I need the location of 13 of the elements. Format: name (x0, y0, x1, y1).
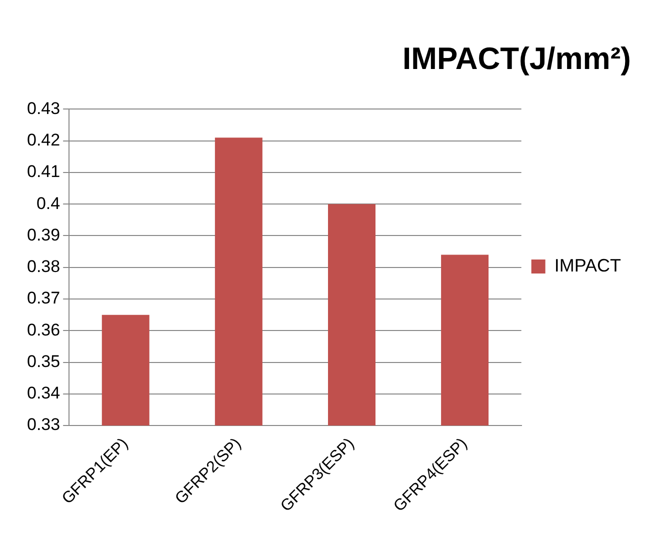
y-tick-label: 0.36 (26, 320, 60, 340)
y-tick-label: 0.39 (26, 225, 60, 244)
y-tick-label: 0.34 (26, 384, 60, 403)
y-tick-label: 0.41 (26, 162, 60, 182)
y-tick-label: 0.37 (26, 288, 60, 308)
y-tick-label: 0.43 (26, 98, 60, 118)
y-tick-label: 0.33 (26, 415, 60, 434)
y-tick-label: 0.38 (26, 257, 60, 276)
y-tick-label: 0.42 (26, 130, 60, 150)
y-tick-label: 0.4 (36, 194, 60, 213)
chart-title: IMPACT(J/mm²) (402, 41, 631, 76)
legend-label: IMPACT (554, 255, 622, 276)
y-tick-label: 0.35 (26, 352, 60, 371)
